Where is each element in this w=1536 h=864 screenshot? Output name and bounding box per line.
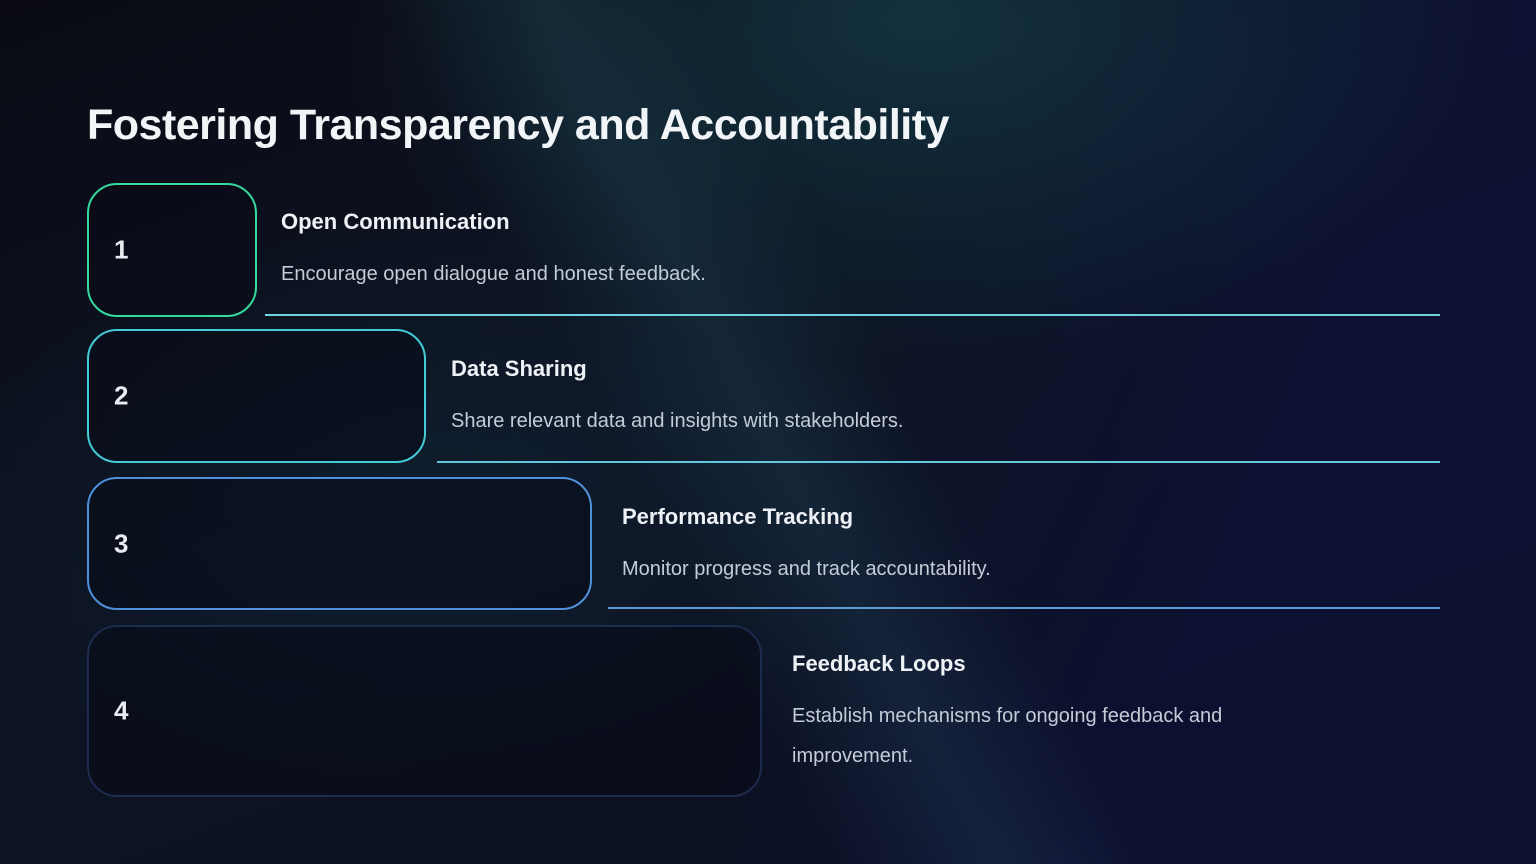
step-description: Monitor progress and track accountabilit… — [622, 558, 991, 580]
step-description: Establish mechanisms for ongoing feedbac… — [792, 705, 1223, 767]
divider — [265, 314, 1440, 316]
step-text-3: Performance Tracking Monitor progress an… — [622, 503, 1422, 583]
step-description: Share relevant data and insights with st… — [451, 410, 904, 432]
step-title: Feedback Loops — [792, 651, 966, 676]
step-title: Open Communication — [281, 209, 510, 234]
step-number: 2 — [114, 380, 129, 411]
divider — [437, 461, 1440, 463]
step-text-2: Data Sharing Share relevant data and ins… — [451, 355, 1431, 435]
page-title: Fostering Transparency and Accountabilit… — [87, 100, 950, 149]
step-number: 4 — [114, 695, 129, 726]
step-box-3: 3 — [87, 477, 592, 610]
step-box-4: 4 — [87, 625, 762, 797]
step-box-2: 2 — [87, 329, 426, 463]
divider — [608, 607, 1440, 609]
step-number: 1 — [114, 234, 129, 265]
step-number: 3 — [114, 528, 129, 558]
step-box-1: 1 — [87, 183, 257, 317]
step-text-4: Feedback Loops Establish mechanisms for … — [792, 650, 1322, 776]
step-title: Data Sharing — [451, 356, 587, 381]
step-description: Encourage open dialogue and honest feedb… — [281, 263, 706, 285]
step-title: Performance Tracking — [622, 504, 854, 529]
step-text-1: Open Communication Encourage open dialog… — [281, 208, 1381, 288]
